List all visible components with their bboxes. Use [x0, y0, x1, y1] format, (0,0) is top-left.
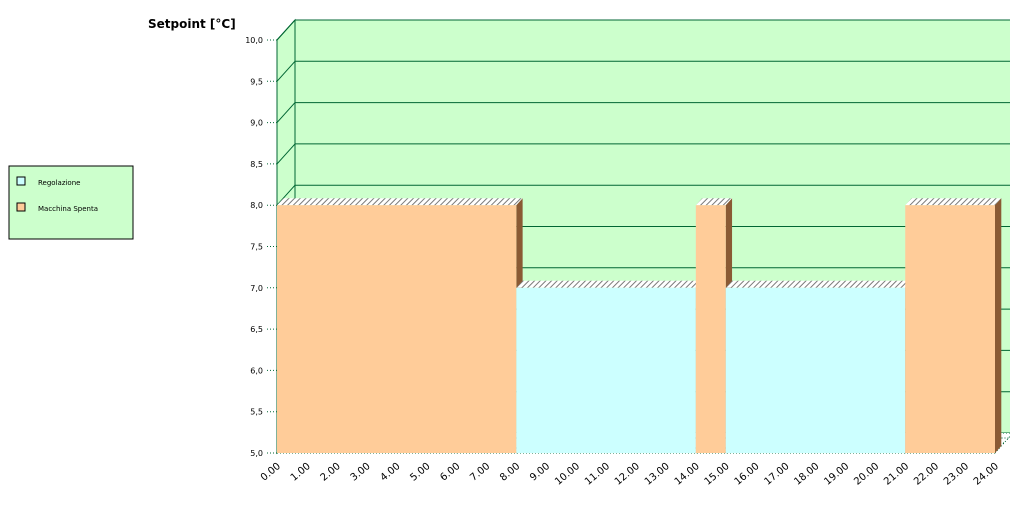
x-tick-label: 0.00 — [259, 461, 283, 484]
legend-swatch — [16, 202, 26, 212]
gridline-side — [276, 19, 296, 41]
x-tick-label: 6.00 — [438, 461, 462, 484]
area-segment — [905, 198, 1002, 453]
gridline-side — [276, 60, 296, 82]
y-tick-label: 9,0 — [250, 119, 263, 128]
area-front-face — [277, 205, 517, 453]
x-tick-label: 15.00 — [703, 461, 732, 488]
area-front-face — [725, 287, 906, 453]
y-tick-label: 6,0 — [250, 366, 263, 375]
y-tick-label: 8,0 — [250, 201, 263, 210]
data-areas — [277, 198, 1002, 453]
y-tick-label: 6,5 — [250, 325, 263, 334]
y-axis-title: Setpoint [°C] — [148, 17, 236, 31]
x-tick-label: 13.00 — [643, 461, 672, 488]
x-tick-label: 12.00 — [613, 461, 642, 488]
area-front-face — [516, 287, 696, 453]
x-tick-label: 8.00 — [498, 461, 522, 484]
x-tick-label: 23.00 — [942, 461, 971, 488]
y-axis: 5,0 5,5 6,0 6,5 7,0 7,5 8,0 8,5 9,0 9,5 10,0 — [245, 36, 277, 458]
area-segment — [516, 280, 703, 453]
x-tick-label: 22.00 — [912, 461, 941, 488]
y-tick-label: 5,0 — [250, 449, 263, 458]
x-tick-label: 3.00 — [349, 461, 373, 484]
area-top-face — [516, 280, 703, 288]
x-tick-label: 19.00 — [822, 461, 851, 488]
legend-label: Regolazione — [38, 179, 80, 187]
area-front-face — [905, 205, 995, 453]
y-tick-label: 7,0 — [250, 284, 263, 293]
y-tick-label: 5,5 — [250, 408, 263, 417]
x-tick-label: 7.00 — [468, 461, 492, 484]
area-top-face — [277, 198, 523, 206]
gridline-side — [276, 102, 296, 123]
x-tick-label: 10.00 — [553, 461, 582, 488]
x-tick-label: 2.00 — [319, 461, 343, 484]
gridline-side — [276, 143, 296, 165]
y-tick-label: 8,5 — [250, 160, 263, 169]
y-tick-label: 7,5 — [250, 243, 263, 252]
x-tick-label: 14.00 — [673, 461, 702, 488]
legend-box — [8, 165, 134, 240]
area-segment — [725, 280, 912, 453]
area-segment — [277, 198, 523, 453]
x-tick-label: 18.00 — [792, 461, 821, 488]
y-tick-label: 9,5 — [250, 77, 263, 86]
area-front-face — [695, 205, 726, 453]
legend-swatch — [16, 176, 26, 186]
x-tick-label: 20.00 — [852, 461, 881, 488]
x-tick-label: 11.00 — [583, 461, 612, 488]
area-top-face — [695, 198, 733, 206]
x-tick-label: 21.00 — [882, 461, 911, 488]
legend: Regolazione Macchina Spenta — [8, 165, 134, 240]
y-tick-label: 10,0 — [245, 36, 263, 45]
area-side-face — [995, 198, 1002, 453]
x-tick-label: 16.00 — [733, 461, 762, 488]
x-tick-label: 5.00 — [408, 461, 432, 484]
area-top-face — [725, 280, 912, 288]
x-tick-label: 4.00 — [378, 461, 402, 484]
legend-label: Macchina Spenta — [38, 205, 98, 213]
x-tick-label: 17.00 — [763, 461, 792, 488]
x-tick-label: 9.00 — [528, 461, 552, 484]
x-tick-label: 24.00 — [972, 461, 1001, 488]
x-tick-label: 1.00 — [289, 461, 313, 484]
x-axis: 0.00 1.00 2.00 3.00 4.00 5.00 6.00 7.00 8.00 9.00… — [259, 461, 1001, 488]
area-top-face — [905, 198, 1002, 206]
